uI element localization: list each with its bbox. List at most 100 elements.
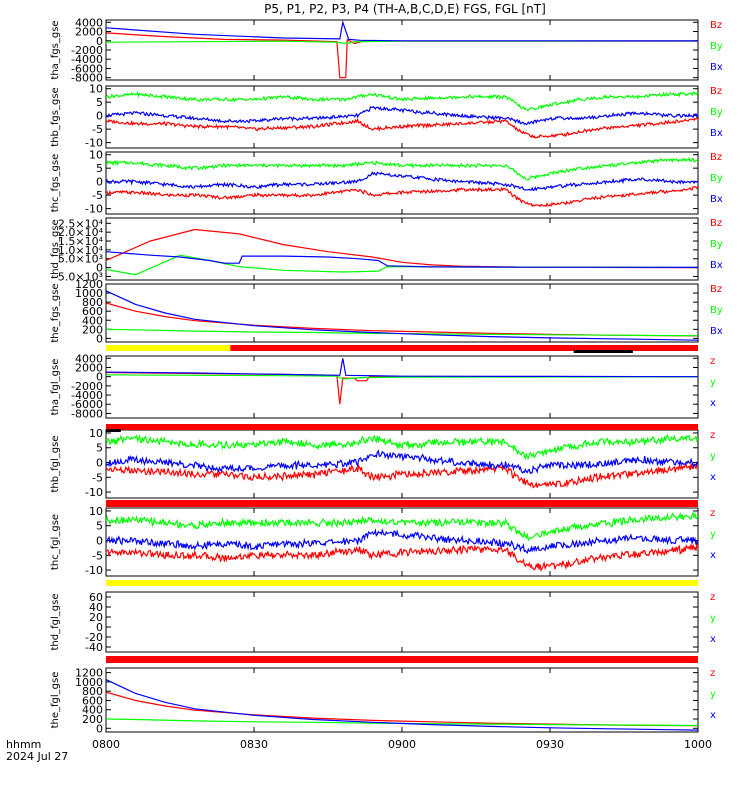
panel-frame <box>105 217 699 281</box>
y-axis-label: tha_fgl_gse <box>50 359 61 416</box>
y-tick-label: 1.0×10⁴ <box>58 244 104 257</box>
y-tick-label: -10 <box>85 137 103 150</box>
y-tick-label: 10 <box>89 149 103 162</box>
series-By-line <box>106 328 698 337</box>
series-y-line <box>106 374 698 380</box>
y-axis-label: thc_fgs_gse <box>50 154 61 213</box>
y-tick-label: 1200 <box>75 667 103 680</box>
y-tick-label: 1000 <box>75 676 103 689</box>
legend-y: y <box>710 613 716 624</box>
legend-y: y <box>710 377 716 388</box>
series-x-line <box>106 527 698 555</box>
y-tick-label: 0 <box>96 457 103 470</box>
legend-z: z <box>710 668 715 679</box>
legend-By: By <box>710 41 723 52</box>
y-tick-label: -6000 <box>71 398 103 411</box>
legend-Bx: Bx <box>710 326 723 337</box>
legend-Bx: Bx <box>710 128 723 139</box>
time-tick-label: 0900 <box>388 738 416 751</box>
y-tick-label: 5.0×10³ <box>58 253 103 266</box>
series-Bz-line <box>106 228 698 269</box>
series-x-line <box>106 358 698 378</box>
y-tick-label: -10 <box>85 564 103 577</box>
legend-Bz: Bz <box>710 284 722 295</box>
time-axis-label-hhmm: hhmm <box>6 738 41 751</box>
legend-x: x <box>710 550 716 561</box>
time-tick-label: 0830 <box>240 738 268 751</box>
status-bar-segment <box>106 424 698 430</box>
series-x-line <box>106 448 698 475</box>
status-bar-segment <box>106 580 698 586</box>
legend-Bz: Bz <box>710 218 722 229</box>
y-tick-label: 1.5×10⁴ <box>58 235 104 248</box>
series-y-line <box>106 511 698 542</box>
y-tick-label: 0 <box>96 722 103 735</box>
series-y-line <box>106 718 698 727</box>
time-tick-label: 0930 <box>536 738 564 751</box>
y-axis-label: thb_fgl_gse <box>50 436 61 493</box>
y-tick-label: 600 <box>82 694 103 707</box>
y-tick-label: 600 <box>82 305 103 318</box>
y-tick-label: 20 <box>89 611 103 624</box>
y-tick-label: 2000 <box>75 26 103 39</box>
y-tick-label: 2.0×10⁴ <box>58 226 104 239</box>
series-Bz-line <box>106 116 698 139</box>
legend-Bz: Bz <box>710 20 722 31</box>
status-bar <box>106 580 698 586</box>
series-z-line <box>106 461 698 489</box>
y-tick-label: 0 <box>96 621 103 634</box>
status-bars-group <box>106 345 698 663</box>
y-tick-label: 4000 <box>75 352 103 365</box>
y-axis-label: thc_fgl_gse <box>50 514 61 570</box>
status-bar-segment <box>230 345 698 351</box>
y-tick-label: -5 <box>92 189 103 202</box>
legend-Bz: Bz <box>710 86 722 97</box>
y-tick-label: 40 <box>89 601 103 614</box>
panel-thc_fgl_gse: thc_fgl_gse 10 5 0-5 -10 zyx <box>50 505 716 577</box>
status-bar-mark <box>573 350 633 353</box>
y-tick-label: 60 <box>89 591 103 604</box>
status-bar <box>106 345 698 353</box>
series-Bx-line <box>106 251 698 268</box>
y-tick-label: 800 <box>82 685 103 698</box>
y-tick-label: -40 <box>85 641 103 654</box>
y-tick-label: 2.5×10⁴ <box>58 217 104 230</box>
y-axis-label: thb_fgs_gse <box>50 87 61 146</box>
y-tick-label: 200 <box>82 323 103 336</box>
y-tick-label: 5 <box>96 96 103 109</box>
y-tick-label: 800 <box>82 296 103 309</box>
legend-y: y <box>710 689 716 700</box>
time-tick-label: 1000 <box>684 738 712 751</box>
y-tick-label: 5 <box>96 442 103 455</box>
y-tick-label: 400 <box>82 704 103 717</box>
y-tick-label: 1000 <box>75 287 103 300</box>
panel-frame <box>105 591 699 653</box>
y-tick-label: 0 <box>96 176 103 189</box>
legend-z: z <box>710 508 715 519</box>
y-tick-label: 10 <box>89 427 103 440</box>
legend-By: By <box>710 239 723 250</box>
y-axis-label: thd_fgs_gse <box>50 219 61 278</box>
series-Bx-line <box>106 105 698 126</box>
y-tick-label: -6000 <box>71 62 103 75</box>
series-x-line <box>106 679 698 731</box>
panel-thd_fgs_gse: thd_fgs_gse2.5×10⁴2.0×10⁴1.5×10⁴1.0×10⁴5… <box>50 217 723 283</box>
legend-By: By <box>710 305 723 316</box>
legend-By: By <box>710 173 723 184</box>
status-bar-mark <box>106 429 121 432</box>
status-bar-segment <box>106 500 698 507</box>
y-tick-label: -4000 <box>71 53 103 66</box>
legend-z: z <box>710 356 715 367</box>
y-tick-label: 10 <box>89 83 103 96</box>
legend-Bx: Bx <box>710 62 723 73</box>
series-Bz-line <box>106 32 698 79</box>
series-Bx-line <box>106 20 698 42</box>
y-tick-label: -20 <box>85 631 103 644</box>
y-tick-label: -10 <box>85 486 103 499</box>
y-tick-label: -2000 <box>71 380 103 393</box>
